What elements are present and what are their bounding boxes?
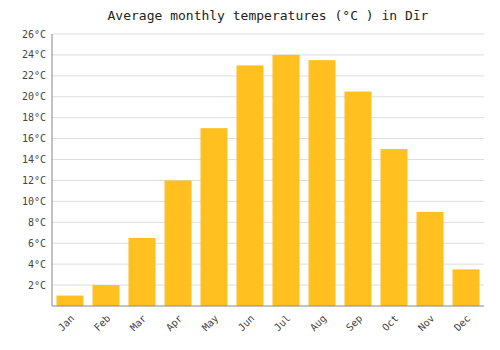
x-tick-label: Sep bbox=[344, 313, 365, 334]
bar bbox=[165, 180, 192, 306]
bar bbox=[57, 296, 84, 306]
bar bbox=[273, 55, 300, 306]
bar bbox=[453, 269, 480, 306]
grid-line bbox=[52, 75, 484, 76]
bar bbox=[237, 65, 264, 306]
x-tick-label: Aug bbox=[308, 313, 329, 334]
y-tick-label: 16°C bbox=[22, 133, 46, 144]
y-tick-label: 24°C bbox=[22, 49, 46, 60]
y-tick-label: 26°C bbox=[22, 29, 46, 40]
grid-line bbox=[52, 117, 484, 118]
bar bbox=[417, 212, 444, 306]
x-tick-label: Feb bbox=[92, 313, 113, 334]
x-tick-label: Jun bbox=[236, 313, 257, 334]
x-tick-label: Nov bbox=[416, 313, 437, 334]
bar bbox=[93, 285, 120, 306]
grid-line bbox=[52, 96, 484, 97]
grid-line bbox=[52, 201, 484, 202]
y-tick-label: 6°C bbox=[28, 238, 46, 249]
bar bbox=[381, 149, 408, 306]
x-tick-label: Jan bbox=[56, 313, 77, 334]
x-tick-label: May bbox=[200, 313, 221, 334]
y-tick-label: 18°C bbox=[22, 112, 46, 123]
x-tick-label: Jul bbox=[272, 313, 293, 334]
y-tick-label: 4°C bbox=[28, 259, 46, 270]
grid-line bbox=[52, 159, 484, 160]
x-tick-label: Dec bbox=[452, 313, 473, 334]
title: Average monthly temperatures (°C ) in Dī… bbox=[108, 8, 429, 23]
bar bbox=[201, 128, 228, 306]
bar bbox=[309, 60, 336, 306]
grid-line bbox=[52, 54, 484, 55]
x-tick-label: Oct bbox=[380, 313, 401, 334]
x-axis-line bbox=[52, 306, 484, 307]
y-tick-label: 2°C bbox=[28, 280, 46, 291]
grid-line bbox=[52, 180, 484, 181]
bars bbox=[57, 55, 480, 306]
x-tick-label: Apr bbox=[164, 313, 185, 334]
y-tick-label: 8°C bbox=[28, 217, 46, 228]
y-tick-label: 20°C bbox=[22, 91, 46, 102]
grid-line bbox=[52, 34, 484, 35]
y-axis-line bbox=[52, 34, 53, 306]
x-tick-label: Mar bbox=[128, 313, 149, 334]
y-tick-label: 22°C bbox=[22, 70, 46, 81]
y-tick-label: 14°C bbox=[22, 154, 46, 165]
grid-line bbox=[52, 138, 484, 139]
bar bbox=[345, 92, 372, 306]
y-tick-label: 12°C bbox=[22, 175, 46, 186]
y-tick-label: 10°C bbox=[22, 196, 46, 207]
bar bbox=[129, 238, 156, 306]
chart: Average monthly temperatures (°C ) in Dī… bbox=[0, 0, 500, 350]
